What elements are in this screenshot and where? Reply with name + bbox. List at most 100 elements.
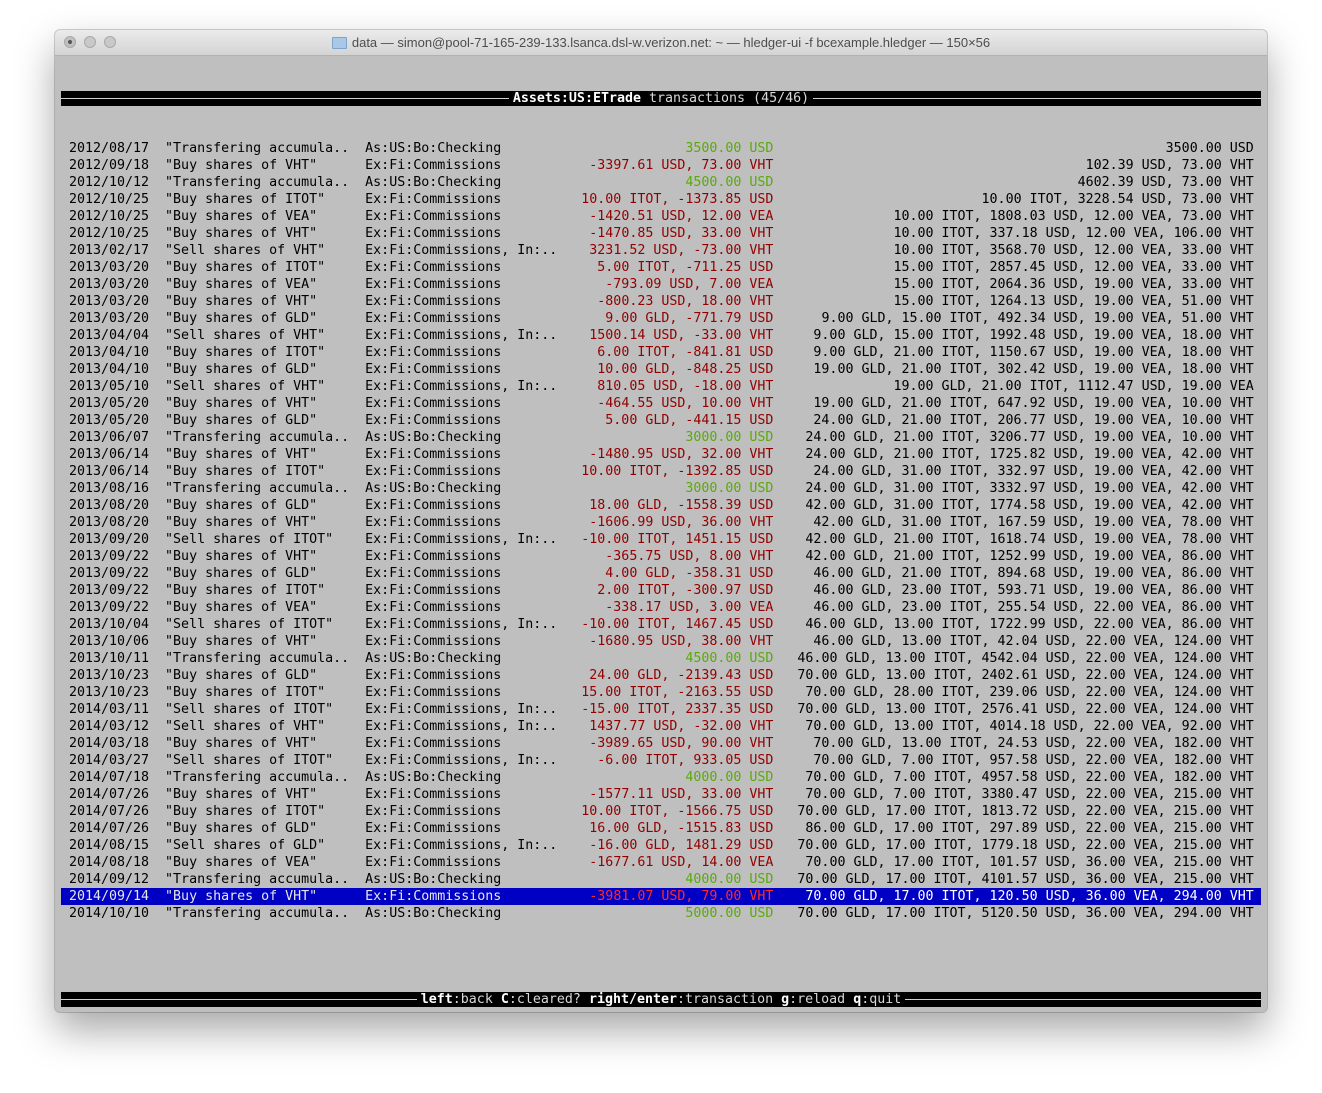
description-cell: "Buy shares of ITOT" <box>165 260 326 275</box>
spacer <box>149 514 165 531</box>
table-row[interactable]: 2013/06/14 "Buy shares of ITOT" Ex:Fi:Comm… <box>61 463 1261 480</box>
account-cell: Ex:Fi:Commissions <box>365 498 502 513</box>
table-row[interactable]: 2013/09/22 "Buy shares of VHT" Ex:Fi:Commi… <box>61 548 1261 565</box>
table-row[interactable]: 2013/08/20 "Buy shares of GLD" Ex:Fi:Commi… <box>61 497 1261 514</box>
date-cell: 2014/03/11 <box>69 702 150 717</box>
table-row[interactable]: 2014/07/26 "Buy shares of ITOT" Ex:Fi:Comm… <box>61 803 1261 820</box>
date-cell: 2013/08/20 <box>69 498 150 513</box>
table-row[interactable]: 2014/03/27 "Sell shares of ITOT" Ex:Fi:Com… <box>61 752 1261 769</box>
table-row[interactable]: 2013/09/20 "Sell shares of ITOT" Ex:Fi:Com… <box>61 531 1261 548</box>
terminal-content[interactable]: Assets:US:ETrade transactions (45/46) 20… <box>61 56 1261 1008</box>
table-row[interactable]: 2013/04/04 "Sell shares of VHT" Ex:Fi:Comm… <box>61 327 1261 344</box>
table-row[interactable]: 2012/09/18 "Buy shares of VHT" Ex:Fi:Commi… <box>61 157 1261 174</box>
date-cell: 2014/07/26 <box>69 821 150 836</box>
table-row[interactable]: 2012/10/25 "Buy shares of ITOT" Ex:Fi:Comm… <box>61 191 1261 208</box>
table-row[interactable]: 2013/08/20 "Buy shares of VHT" Ex:Fi:Commi… <box>61 514 1261 531</box>
balance-cell: 42.00 GLD, 21.00 ITOT, 1618.74 USD, 19.0… <box>805 532 1254 547</box>
date-cell: 2013/10/04 <box>69 617 150 632</box>
shortcut-action: back <box>460 992 493 1007</box>
table-row[interactable]: 2014/03/18 "Buy shares of VHT" Ex:Fi:Commi… <box>61 735 1261 752</box>
table-row[interactable]: 2014/07/18 "Transfering accumula.. As:US:B… <box>61 769 1261 786</box>
table-row-selected[interactable]: 2014/09/14 "Buy shares of VHT" Ex:Fi:Commi… <box>61 888 1261 905</box>
spacer <box>149 803 165 820</box>
table-row[interactable]: 2013/06/14 "Buy shares of VHT" Ex:Fi:Commi… <box>61 446 1261 463</box>
spacer <box>149 582 165 599</box>
date-cell: 2013/04/10 <box>69 362 150 377</box>
table-row[interactable]: 2014/07/26 "Buy shares of GLD" Ex:Fi:Commi… <box>61 820 1261 837</box>
amount-cell: -1577.11 USD, 33.00 VHT <box>589 787 774 802</box>
minimize-button[interactable] <box>84 36 96 48</box>
folder-icon <box>331 37 347 49</box>
account-cell: As:US:Bo:Checking <box>365 906 502 921</box>
separator: : <box>677 992 686 1007</box>
spacer <box>149 225 165 242</box>
table-row[interactable]: 2013/08/16 "Transfering accumula.. As:US:B… <box>61 480 1261 497</box>
close-button[interactable] <box>64 36 76 48</box>
account-cell: As:US:Bo:Checking <box>365 141 502 156</box>
date-cell: 2013/04/10 <box>69 345 150 360</box>
spacer <box>149 497 165 514</box>
table-row[interactable]: 2013/09/22 "Buy shares of VEA" Ex:Fi:Commi… <box>61 599 1261 616</box>
table-row[interactable]: 2013/02/17 "Sell shares of VHT" Ex:Fi:Comm… <box>61 242 1261 259</box>
date-cell: 2014/08/18 <box>69 855 150 870</box>
table-row[interactable]: 2014/03/12 "Sell shares of VHT" Ex:Fi:Comm… <box>61 718 1261 735</box>
shortcut-key: left <box>420 992 453 1007</box>
table-row[interactable]: 2013/04/10 "Buy shares of ITOT" Ex:Fi:Comm… <box>61 344 1261 361</box>
spacer <box>149 429 165 446</box>
table-row[interactable]: 2012/10/25 "Buy shares of VEA" Ex:Fi:Commi… <box>61 208 1261 225</box>
description-cell: "Sell shares of VHT" <box>165 243 326 258</box>
table-row[interactable]: 2014/10/10 "Transfering accumula.. As:US:B… <box>61 905 1261 922</box>
table-row[interactable]: 2013/10/11 "Transfering accumula.. As:US:B… <box>61 650 1261 667</box>
table-row[interactable]: 2013/04/10 "Buy shares of GLD" Ex:Fi:Commi… <box>61 361 1261 378</box>
account-cell: As:US:Bo:Checking <box>365 872 502 887</box>
table-row[interactable]: 2013/03/20 "Buy shares of GLD" Ex:Fi:Commi… <box>61 310 1261 327</box>
table-row[interactable]: 2013/10/23 "Buy shares of GLD" Ex:Fi:Commi… <box>61 667 1261 684</box>
date-cell: 2014/10/10 <box>69 906 150 921</box>
table-row[interactable]: 2013/10/06 "Buy shares of VHT" Ex:Fi:Commi… <box>61 633 1261 650</box>
account-cell: Ex:Fi:Commissions <box>365 736 502 751</box>
table-row[interactable]: 2013/06/07 "Transfering accumula.. As:US:B… <box>61 429 1261 446</box>
window-title: data — simon@pool-71-165-239-133.lsanca.… <box>351 35 991 50</box>
account-cell: Ex:Fi:Commissions <box>365 600 502 615</box>
table-row[interactable]: 2013/09/22 "Buy shares of ITOT" Ex:Fi:Comm… <box>61 582 1261 599</box>
account-cell: Ex:Fi:Commissions <box>365 294 502 309</box>
table-row[interactable]: 2012/10/12 "Transfering accumula.. As:US:B… <box>61 174 1261 191</box>
amount-cell: 9.00 GLD, -771.79 USD <box>605 311 774 326</box>
balance-cell: 10.00 ITOT, 3228.54 USD, 73.00 VHT <box>981 192 1254 207</box>
balance-cell: 70.00 GLD, 13.00 ITOT, 2576.41 USD, 22.0… <box>797 702 1254 717</box>
help-bar: left:back C:cleared? right/enter:transac… <box>61 992 1261 1007</box>
date-cell: 2014/09/14 <box>69 889 150 904</box>
table-row[interactable]: 2013/05/20 "Buy shares of VHT" Ex:Fi:Commi… <box>61 395 1261 412</box>
balance-cell: 19.00 GLD, 21.00 ITOT, 1112.47 USD, 19.0… <box>893 379 1254 394</box>
table-row[interactable]: 2013/09/22 "Buy shares of GLD" Ex:Fi:Commi… <box>61 565 1261 582</box>
table-row[interactable]: 2013/10/23 "Buy shares of ITOT" Ex:Fi:Comm… <box>61 684 1261 701</box>
balance-cell: 46.00 GLD, 13.00 ITOT, 4542.04 USD, 22.0… <box>797 651 1254 666</box>
date-cell: 2014/07/26 <box>69 787 150 802</box>
date-cell: 2013/03/20 <box>69 311 150 326</box>
table-row[interactable]: 2013/05/10 "Sell shares of VHT" Ex:Fi:Comm… <box>61 378 1261 395</box>
description-cell: "Buy shares of VHT" <box>165 294 318 309</box>
spacer <box>149 361 165 378</box>
spacer <box>149 140 165 157</box>
date-cell: 2013/09/22 <box>69 549 150 564</box>
table-row[interactable]: 2012/10/25 "Buy shares of VHT" Ex:Fi:Commi… <box>61 225 1261 242</box>
table-row[interactable]: 2013/03/20 "Buy shares of VHT" Ex:Fi:Commi… <box>61 293 1261 310</box>
table-row[interactable]: 2014/08/18 "Buy shares of VEA" Ex:Fi:Commi… <box>61 854 1261 871</box>
table-row[interactable]: 2013/03/20 "Buy shares of VEA" Ex:Fi:Commi… <box>61 276 1261 293</box>
date-cell: 2012/10/25 <box>69 192 150 207</box>
table-row[interactable]: 2014/08/15 "Sell shares of GLD" Ex:Fi:Comm… <box>61 837 1261 854</box>
table-row[interactable]: 2013/10/04 "Sell shares of ITOT" Ex:Fi:Com… <box>61 616 1261 633</box>
table-row[interactable]: 2013/05/20 "Buy shares of GLD" Ex:Fi:Commi… <box>61 412 1261 429</box>
transaction-list[interactable]: 2012/08/17 "Transfering accumula.. As:US:B… <box>61 140 1261 922</box>
amount-cell: -1420.51 USD, 12.00 VEA <box>589 209 774 224</box>
balance-cell: 9.00 GLD, 15.00 ITOT, 492.34 USD, 19.00 … <box>821 311 1254 326</box>
table-row[interactable]: 2014/09/12 "Transfering accumula.. As:US:B… <box>61 871 1261 888</box>
balance-cell: 10.00 ITOT, 337.18 USD, 12.00 VEA, 106.0… <box>893 226 1254 241</box>
table-row[interactable]: 2014/07/26 "Buy shares of VHT" Ex:Fi:Commi… <box>61 786 1261 803</box>
table-row[interactable]: 2012/08/17 "Transfering accumula.. As:US:B… <box>61 140 1261 157</box>
date-cell: 2013/10/23 <box>69 668 150 683</box>
zoom-button[interactable] <box>104 36 116 48</box>
table-row[interactable]: 2013/03/20 "Buy shares of ITOT" Ex:Fi:Comm… <box>61 259 1261 276</box>
table-row[interactable]: 2014/03/11 "Sell shares of ITOT" Ex:Fi:Com… <box>61 701 1261 718</box>
description-cell: "Transfering accumula.. <box>165 906 350 921</box>
